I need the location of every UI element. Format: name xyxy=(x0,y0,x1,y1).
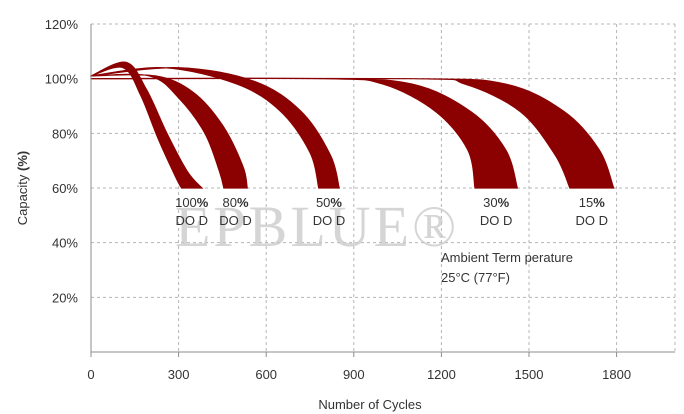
band-label-pct-sign: % xyxy=(330,195,342,210)
watermark: EPBLUE® xyxy=(175,194,459,259)
y-axis-title-unit: (%) xyxy=(15,151,30,171)
tick-labels: 20% 40% 60% 80% 100% 120% 0 300 600 900 1200 1500 18… xyxy=(45,17,631,382)
axes xyxy=(90,24,675,357)
capacity-band-15-dod xyxy=(90,77,615,189)
capacity-band-100-dod xyxy=(90,61,204,189)
band-label-pct: 100% xyxy=(175,195,209,210)
y-tick-label: 20% xyxy=(52,290,78,305)
x-tick-label: 600 xyxy=(255,367,277,382)
capacity-bands xyxy=(90,61,615,189)
temperature-note-line2: 25°C (77°F) xyxy=(441,270,510,285)
y-tick-label: 60% xyxy=(52,181,78,196)
y-tick-label: 120% xyxy=(45,17,79,32)
x-axis-title: Number of Cycles xyxy=(318,397,422,412)
x-tick-label: 0 xyxy=(87,367,94,382)
band-label-dod: DO D xyxy=(576,213,609,228)
capacity-band-80-dod xyxy=(90,73,248,189)
band-label-pct: 50% xyxy=(316,195,342,210)
band-label-dod: DO D xyxy=(480,213,513,228)
capacity-band-50-dod xyxy=(90,66,340,189)
x-tick-label: 1200 xyxy=(427,367,456,382)
band-label-dod: DO D xyxy=(219,213,252,228)
x-tick-label: 900 xyxy=(343,367,365,382)
band-label-pct-sign: % xyxy=(498,195,510,210)
band-label-pct: 80% xyxy=(223,195,249,210)
band-label-pct-sign: % xyxy=(593,195,605,210)
band-label-pct-sign: % xyxy=(197,195,209,210)
band-label-pct-sign: % xyxy=(237,195,249,210)
band-label-pct: 30% xyxy=(483,195,509,210)
y-tick-label: 100% xyxy=(45,72,79,87)
band-labels: 100% DO D 80% DO D 50% DO D 30% DO D 15% DO D xyxy=(175,195,608,228)
band-label-pct: 15% xyxy=(579,195,605,210)
y-tick-label: 80% xyxy=(52,126,78,141)
band-label-dod: DO D xyxy=(175,213,208,228)
x-tick-label: 300 xyxy=(168,367,190,382)
y-tick-label: 40% xyxy=(52,236,78,251)
y-axis-title: Capacity (%) xyxy=(15,151,30,225)
x-tick-label: 1500 xyxy=(515,367,544,382)
band-label-dod: DO D xyxy=(313,213,346,228)
x-tick-label: 1800 xyxy=(602,367,631,382)
temperature-note-line1: Ambient Term perature xyxy=(441,250,573,265)
y-axis-title-word: Capacity xyxy=(15,171,30,225)
